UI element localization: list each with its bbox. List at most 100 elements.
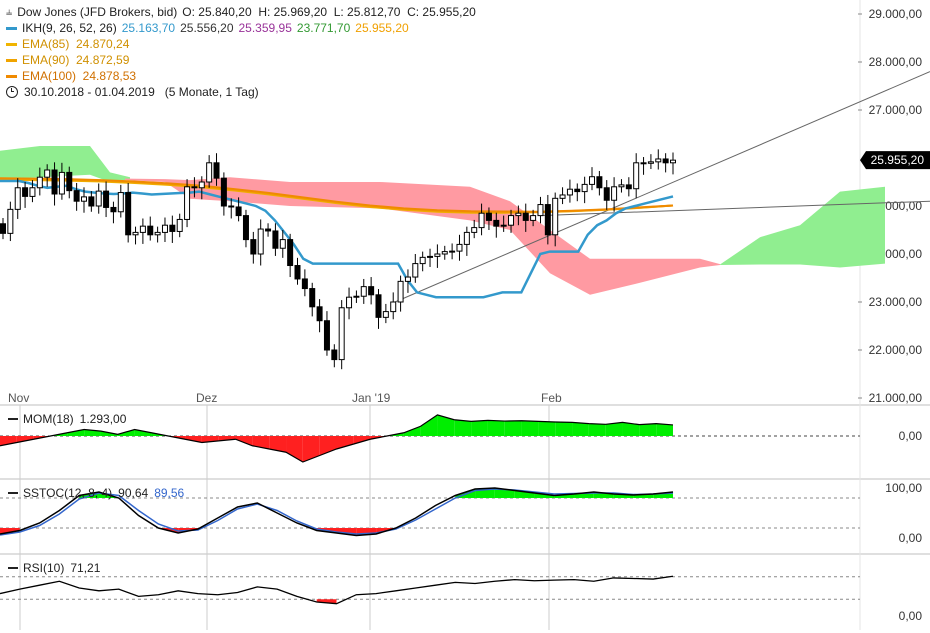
candle — [412, 254, 419, 283]
legend-ikh-row[interactable]: IKH(9, 26, 52, 26) 25.163,70 25.556,20 2… — [6, 20, 476, 36]
candle — [552, 192, 559, 247]
candle — [625, 177, 632, 197]
period-label: 30.10.2018 - 01.04.2019 (5 Monate, 1 Tag… — [24, 85, 259, 99]
candle-down — [294, 265, 301, 280]
sstoc-k-value: 90,64 — [118, 486, 149, 500]
rsi-oversold-fill — [316, 599, 337, 604]
candle-down — [250, 239, 257, 255]
ema85-swatch — [6, 42, 17, 46]
candle — [250, 231, 257, 264]
ohlc-values: O: 25.840,20 H: 25.969,20 L: 25.812,70 C… — [182, 5, 476, 19]
candle-up — [515, 212, 522, 217]
ikh-line — [0, 179, 674, 299]
candle — [508, 209, 515, 233]
mom-fill-segment — [403, 426, 421, 436]
candle-down — [493, 219, 500, 227]
candle — [419, 251, 426, 272]
mom-legend[interactable]: MOM(18) 1.293,00 — [8, 412, 126, 426]
candle-down — [301, 278, 308, 290]
candle-up — [139, 225, 146, 233]
time-axis-label: Feb — [541, 391, 562, 405]
candle — [29, 180, 36, 203]
legend-ema100-row[interactable]: EMA(100) 24.878,53 — [6, 68, 476, 84]
candle — [44, 164, 51, 187]
mom-label: MOM(18) — [23, 412, 74, 426]
rsi-label: RSI(10) — [23, 561, 65, 575]
candle — [589, 167, 596, 191]
candle-down — [235, 206, 242, 217]
candle-up — [117, 192, 124, 213]
candle-up — [471, 227, 478, 233]
candle-up — [176, 218, 183, 232]
candle — [154, 226, 161, 243]
candle-up — [419, 256, 426, 265]
candle-up — [581, 183, 588, 193]
candle — [331, 344, 338, 368]
mom-fill-segment — [639, 423, 657, 436]
candle-down — [574, 188, 581, 193]
candle-up — [132, 231, 139, 236]
candle-down — [603, 187, 610, 201]
ikh-value-5: 25.955,20 — [355, 21, 409, 35]
candle-up — [382, 311, 389, 318]
candle — [235, 197, 242, 222]
candle — [323, 311, 330, 356]
candle — [95, 183, 102, 214]
ema-line-100 — [0, 177, 674, 213]
candle-up — [655, 158, 662, 163]
legend-title-row: ⫨ Dow Jones (JFD Brokers, bid) O: 25.840… — [6, 4, 476, 20]
mom-fill-segment — [605, 422, 623, 436]
candle-up — [80, 196, 87, 202]
candle-down — [331, 349, 338, 361]
candle — [198, 176, 205, 200]
mom-fill-segment — [588, 423, 606, 436]
candle-down — [662, 158, 669, 164]
mom-fill-segment — [504, 420, 522, 436]
candle-up — [670, 159, 676, 164]
mom-fill-segment — [656, 423, 673, 436]
candle — [80, 187, 87, 213]
candle-up — [184, 186, 191, 220]
price-tick-label: 22.000,00 — [869, 343, 923, 357]
candle-up — [530, 215, 537, 221]
candle — [272, 223, 279, 256]
price-tick-label: 29.000,00 — [869, 7, 923, 21]
candle — [559, 187, 566, 205]
trend-line-lower — [539, 200, 930, 217]
legend-ema85-row[interactable]: EMA(85) 24.870,24 — [6, 36, 476, 52]
candle — [478, 203, 485, 236]
candle-down — [228, 205, 235, 208]
candle — [58, 162, 65, 200]
candle — [287, 233, 294, 278]
candle — [397, 275, 404, 312]
candle-up — [346, 296, 353, 309]
candle-down — [191, 186, 198, 189]
candle — [574, 183, 581, 202]
candle — [265, 223, 272, 237]
candle — [544, 194, 551, 245]
ikh-label: IKH(9, 26, 52, 26) — [22, 21, 117, 35]
candle — [441, 245, 448, 260]
mom-line — [0, 414, 674, 463]
last-price-label: 25.955,20 — [871, 153, 925, 167]
candle-up — [161, 224, 168, 233]
mom-value: 1.293,00 — [79, 412, 127, 426]
rsi-legend[interactable]: RSI(10) 71,21 — [8, 561, 100, 575]
candle-up — [279, 239, 286, 249]
candle-up — [633, 162, 640, 190]
candle — [36, 167, 43, 196]
ikh-value-2: 25.556,20 — [180, 21, 234, 35]
candle-up — [95, 190, 102, 207]
candle-up — [456, 243, 463, 252]
candle — [294, 257, 301, 285]
sstoc-legend[interactable]: SSTOC(12, 8, 4) 90,64 89,56 — [8, 486, 184, 500]
candle-up — [449, 250, 456, 253]
candle-up — [463, 231, 470, 245]
time-axis-label: Jan '19 — [352, 391, 391, 405]
price-tick-label: 27.000,00 — [869, 103, 923, 117]
candle-down — [522, 212, 529, 221]
candle — [301, 269, 308, 297]
legend-ema90-row[interactable]: EMA(90) 24.872,59 — [6, 52, 476, 68]
candle-down — [265, 228, 272, 232]
candle-down — [22, 187, 29, 197]
